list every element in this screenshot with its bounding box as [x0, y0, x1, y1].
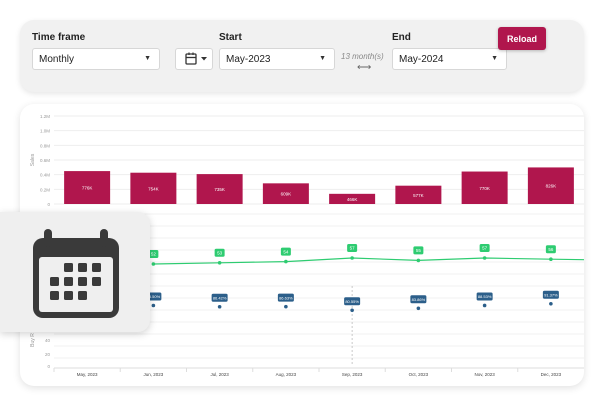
scatter-point	[284, 304, 288, 309]
start-label: Start	[219, 32, 242, 43]
scatter-data-label: 91.37%	[544, 292, 558, 297]
bar	[196, 174, 243, 204]
x-tick-label: Jun, 2023	[143, 372, 163, 377]
y-tick-label: 0.6M	[40, 158, 50, 163]
line-label-box	[214, 248, 225, 257]
scatter-point	[416, 306, 421, 311]
reload-button[interactable]: Reload	[498, 27, 546, 50]
scatter-data-label: 86.63%	[279, 295, 293, 300]
scatter-point	[350, 308, 354, 313]
bar	[130, 172, 177, 204]
line-point	[151, 262, 156, 266]
y-axis-label: Sales	[30, 153, 36, 166]
scatter-point	[217, 304, 222, 309]
scatter-point	[549, 301, 553, 306]
swap-arrows-icon: ⟷	[357, 62, 372, 73]
bar-data-label: 577K	[413, 193, 424, 198]
bar-data-label: 754K	[148, 186, 159, 191]
start-value: May-2023	[226, 54, 271, 65]
line-point	[549, 257, 553, 261]
filter-toolbar: Time frame Monthly ▼ Start May-2023 ▼ 13…	[20, 20, 584, 92]
date-picker-button[interactable]	[175, 48, 213, 70]
x-tick-label: Aug, 2023	[276, 372, 297, 377]
bar	[461, 171, 508, 204]
y-tick-label: 1.2M	[40, 114, 50, 119]
end-label: End	[392, 32, 411, 43]
line-point	[482, 256, 487, 260]
bar-data-label: 466K	[347, 197, 358, 202]
line-series	[153, 257, 584, 265]
bar-data-label: 735K	[214, 187, 225, 192]
line-data-label: 52	[151, 252, 157, 257]
bar	[64, 171, 111, 204]
scatter-point	[482, 303, 487, 308]
scatter-label-box	[277, 293, 294, 302]
timeframe-label: Time frame	[32, 32, 86, 43]
month-span-text: 13 month(s)	[341, 52, 384, 61]
scatter-label-box	[344, 297, 361, 306]
scatter-data-label: 83.86%	[412, 297, 426, 302]
line-data-label: 56	[548, 247, 554, 252]
x-tick-label: Dec, 2023	[541, 372, 562, 377]
bar	[329, 193, 376, 204]
chevron-down-icon: ▼	[491, 55, 498, 62]
line-data-label: 54	[283, 249, 289, 254]
chevron-down-icon: ▼	[144, 55, 151, 62]
scatter-label-box	[476, 292, 493, 301]
bar-data-label: 826K	[546, 184, 557, 189]
scatter-label-box	[211, 293, 228, 302]
scatter-point	[151, 303, 156, 308]
line-label-box	[347, 244, 358, 252]
calendar-icon	[185, 52, 207, 65]
line-label-box	[479, 244, 490, 252]
end-value: May-2024	[399, 54, 444, 65]
y-tick-label: 0.2M	[40, 187, 50, 192]
chevron-down-icon: ▼	[319, 55, 326, 62]
scatter-label-box	[410, 295, 427, 304]
y-tick-label: 0.4M	[40, 173, 50, 178]
scatter-data-label: 88.50%	[147, 294, 161, 299]
line-point	[284, 259, 288, 264]
bar	[262, 183, 309, 204]
scatter-data-label: 80.55%	[345, 299, 359, 304]
line-data-label: 55	[416, 248, 422, 253]
scatter-data-label: 88.53%	[478, 294, 492, 299]
bar-data-label: 776K	[82, 186, 93, 191]
end-select[interactable]: May-2024 ▼	[392, 48, 507, 70]
timeframe-value: Monthly	[39, 54, 75, 65]
x-tick-label: May, 2023	[77, 372, 98, 377]
timeframe-select[interactable]: Monthly ▼	[32, 48, 160, 70]
line-point	[416, 258, 421, 263]
y-tick-label: 0	[47, 202, 50, 207]
line-point	[350, 256, 354, 260]
y-axis-label: Buy R	[30, 333, 36, 347]
bar	[395, 185, 442, 204]
x-tick-label: Sep, 2023	[342, 372, 363, 377]
bar-data-label: 770K	[479, 186, 490, 191]
line-label-box	[148, 250, 159, 258]
chevron-down-icon	[201, 57, 207, 61]
calendar-overlay-tile	[0, 212, 150, 332]
bar	[527, 167, 574, 204]
line-label-box	[545, 245, 556, 254]
x-tick-label: Nov, 2023	[475, 372, 496, 377]
line-label-box	[280, 247, 291, 256]
y-tick-label: 0.8M	[40, 143, 50, 148]
scatter-label-box	[542, 290, 559, 299]
y-tick-label: 1.0M	[40, 129, 50, 134]
line-point	[217, 261, 222, 265]
line-label-box	[413, 246, 424, 255]
y-tick-label: 40	[45, 338, 51, 343]
x-tick-label: Oct, 2023	[409, 372, 429, 377]
y-tick-label: 0	[47, 364, 50, 369]
scatter-data-label: 86.42%	[213, 295, 227, 300]
line-data-label: 53	[217, 251, 223, 256]
line-data-label: 57	[482, 246, 488, 251]
calendar-icon	[33, 229, 119, 318]
x-tick-label: Jul, 2023	[210, 372, 229, 377]
y-tick-label: 20	[45, 352, 51, 357]
start-select[interactable]: May-2023 ▼	[219, 48, 335, 70]
bar-data-label: 609K	[281, 192, 292, 197]
line-data-label: 57	[350, 246, 356, 251]
